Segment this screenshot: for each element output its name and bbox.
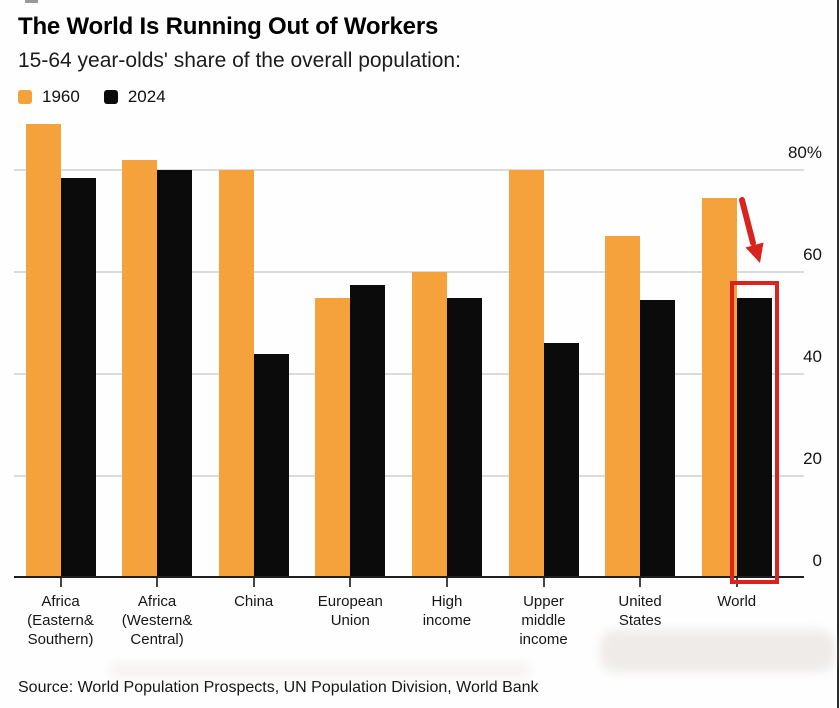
bar-1960 bbox=[411, 272, 447, 578]
x-axis-tick bbox=[542, 578, 545, 587]
category-label: European Union bbox=[317, 593, 383, 629]
bar-1960 bbox=[315, 297, 351, 578]
category-label: United States bbox=[618, 593, 662, 629]
category-label: Africa (Western& Central) bbox=[121, 593, 193, 648]
watermark-smudge bbox=[600, 630, 835, 672]
x-axis-tick bbox=[445, 578, 448, 587]
x-axis-line bbox=[14, 576, 804, 578]
y-axis-tick-label: 40 bbox=[803, 347, 822, 366]
screenshot-right-edge-line bbox=[837, 0, 839, 708]
y-axis-tick-label: 80% bbox=[787, 143, 822, 162]
category-label: Upper middle income bbox=[519, 593, 568, 648]
y-axis-tick-label: 20 bbox=[803, 449, 822, 468]
x-axis-tick bbox=[349, 578, 352, 587]
bar-1960 bbox=[508, 170, 544, 578]
legend-swatch-1960 bbox=[18, 90, 32, 104]
source-note: Source: World Population Prospects, UN P… bbox=[18, 679, 539, 696]
category-label: China bbox=[234, 593, 274, 610]
y-axis-tick-label: 60 bbox=[803, 245, 822, 264]
bar-1960 bbox=[218, 170, 254, 578]
bar-2024 bbox=[446, 297, 482, 578]
bar-1960 bbox=[605, 236, 641, 578]
bar-2024 bbox=[350, 284, 386, 578]
gridline bbox=[14, 271, 804, 273]
category-label: World bbox=[717, 593, 757, 610]
x-axis-tick bbox=[59, 578, 62, 587]
bar-2024 bbox=[640, 300, 676, 578]
legend-label-1960: 1960 bbox=[42, 87, 80, 106]
bar-2024 bbox=[253, 353, 289, 578]
gridline bbox=[14, 169, 804, 171]
bar-2024 bbox=[543, 343, 579, 578]
legend-label-2024: 2024 bbox=[127, 87, 166, 106]
x-axis-tick bbox=[156, 578, 159, 587]
bar-1960 bbox=[25, 124, 61, 578]
bar-1960 bbox=[122, 159, 158, 578]
watermark-smudge bbox=[110, 663, 530, 678]
gridline bbox=[14, 373, 804, 375]
x-axis-tick bbox=[252, 578, 255, 587]
bar-2024 bbox=[60, 177, 96, 578]
legend-swatch-2024 bbox=[103, 90, 118, 104]
legend-item-1960: 1960 bbox=[18, 87, 80, 107]
chart-subtitle: 15-64 year-olds' share of the overall po… bbox=[18, 49, 461, 72]
legend: 1960 2024 bbox=[18, 87, 190, 107]
gridline bbox=[14, 475, 804, 477]
bar-2024 bbox=[736, 297, 772, 578]
category-label: Africa (Eastern& Southern) bbox=[27, 593, 94, 648]
x-axis-tick bbox=[639, 578, 642, 587]
bar-2024 bbox=[157, 170, 193, 578]
crop-artifact-mark bbox=[25, 0, 38, 3]
chart-title: The World Is Running Out of Workers bbox=[18, 13, 439, 40]
legend-item-2024: 2024 bbox=[103, 87, 166, 107]
highlight-box bbox=[729, 280, 779, 584]
y-axis-tick-label: 0 bbox=[812, 551, 822, 570]
category-label: High income bbox=[422, 593, 472, 629]
